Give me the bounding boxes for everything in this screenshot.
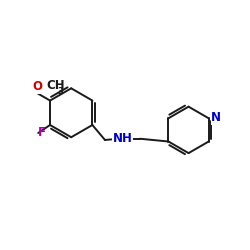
Text: CH: CH xyxy=(46,79,64,92)
Text: N: N xyxy=(211,111,221,124)
Text: 3: 3 xyxy=(58,87,63,96)
Text: NH: NH xyxy=(112,132,132,145)
Text: F: F xyxy=(38,126,46,140)
Text: O: O xyxy=(32,80,42,93)
